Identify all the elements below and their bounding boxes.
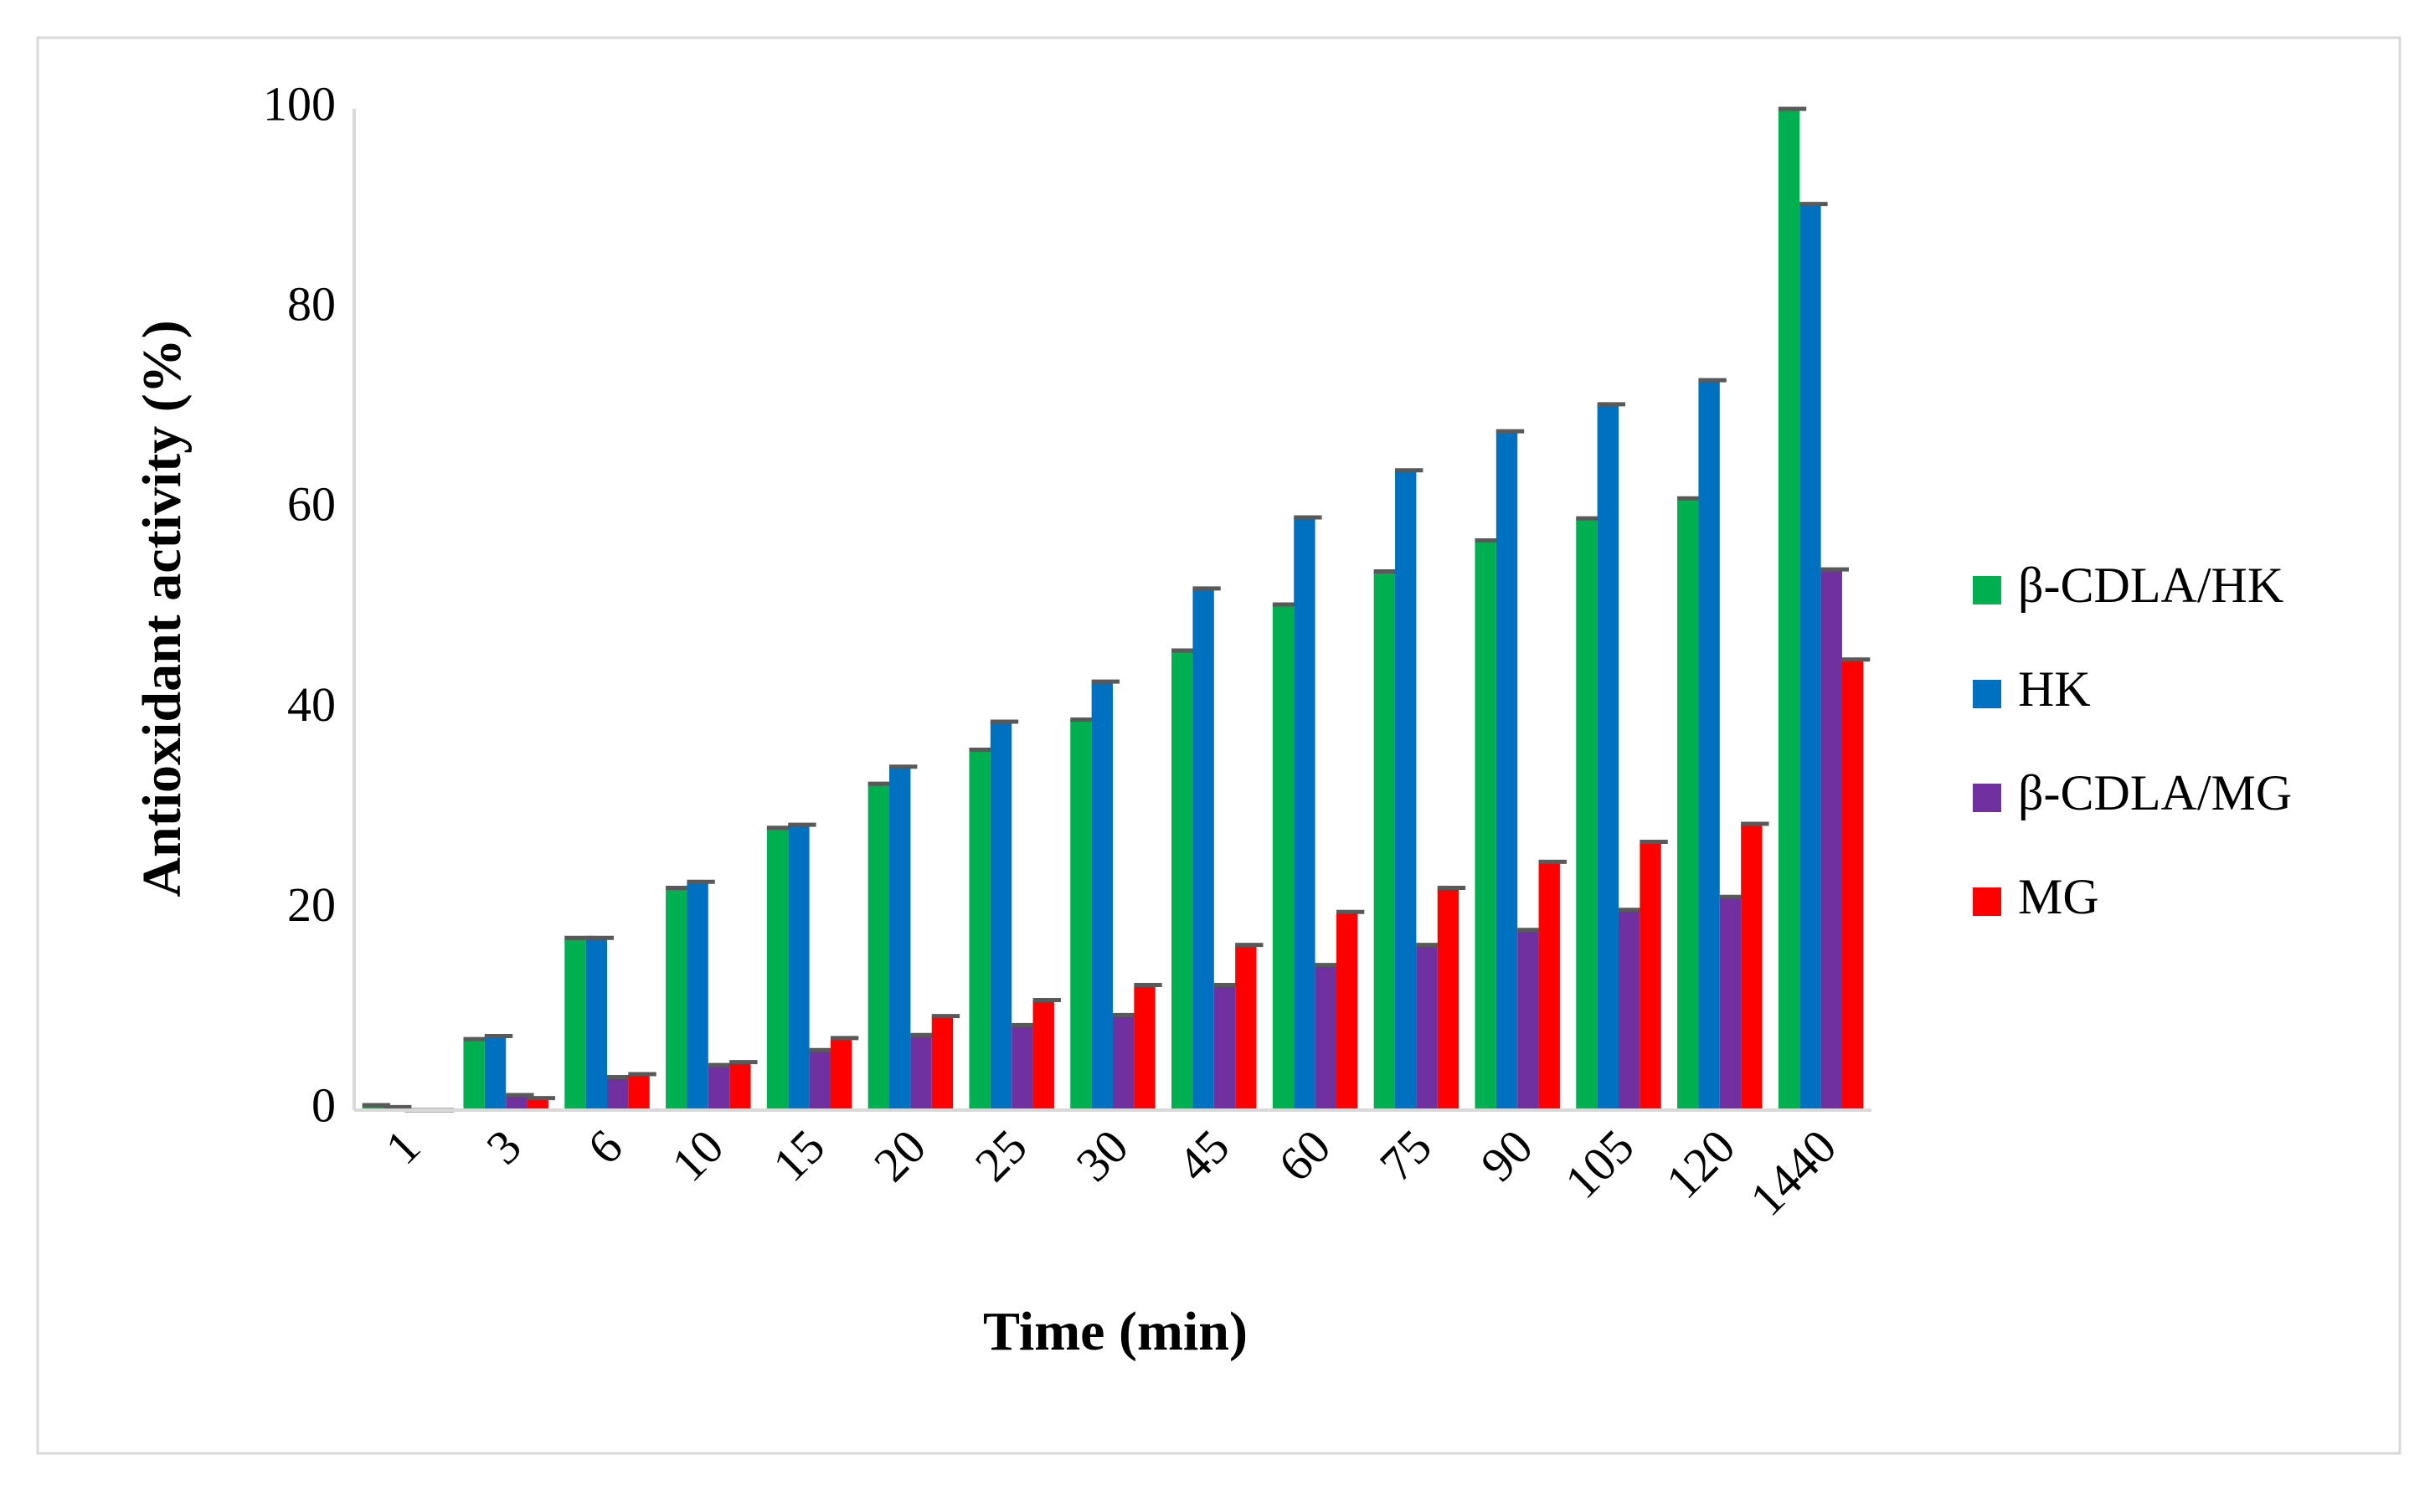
- legend-swatch: [1973, 576, 2001, 604]
- bar: [1799, 203, 1821, 1110]
- bar: [889, 766, 911, 1110]
- bar: [969, 749, 991, 1110]
- bar: [1640, 841, 1661, 1110]
- bar: [1091, 681, 1113, 1110]
- y-tick-label: 100: [263, 76, 336, 131]
- y-tick-label: 20: [287, 877, 336, 932]
- y-tick-label: 40: [287, 677, 336, 732]
- bar: [666, 887, 687, 1110]
- bar: [931, 1016, 954, 1110]
- y-axis-title: Antioxidant activity (%): [131, 320, 193, 897]
- bar: [1517, 929, 1539, 1110]
- y-tick-label: 60: [287, 477, 336, 532]
- legend-swatch: [1973, 887, 2001, 916]
- bar: [1677, 498, 1699, 1110]
- bar: [1315, 964, 1336, 1110]
- bar: [1495, 431, 1518, 1110]
- bar: [1192, 588, 1214, 1110]
- bar: [1576, 518, 1598, 1110]
- bar: [910, 1035, 932, 1110]
- bar: [1741, 823, 1763, 1110]
- legend-label: β-CDLA/MG: [2018, 765, 2292, 820]
- bar: [1395, 470, 1417, 1110]
- y-tick-label: 0: [311, 1077, 336, 1132]
- bar: [463, 1039, 485, 1110]
- bar: [1070, 719, 1092, 1110]
- bar: [1272, 604, 1295, 1110]
- bar: [687, 882, 708, 1110]
- bar: [362, 1105, 384, 1110]
- legend-label: MG: [2018, 869, 2099, 924]
- bar: [1171, 651, 1193, 1110]
- bar: [1213, 985, 1236, 1110]
- bar: [1134, 985, 1156, 1110]
- bar: [1778, 109, 1800, 1110]
- y-tick-label: 80: [287, 277, 336, 332]
- bar: [1294, 517, 1315, 1110]
- bar: [1113, 1015, 1135, 1110]
- bar: [788, 825, 810, 1110]
- bar: [1719, 897, 1742, 1110]
- bar: [1820, 569, 1842, 1110]
- legend-label: β-CDLA/HK: [2018, 558, 2283, 613]
- bar: [729, 1062, 751, 1110]
- bar: [1235, 944, 1257, 1110]
- bar: [809, 1050, 831, 1110]
- x-axis-title: Time (min): [983, 1301, 1248, 1362]
- bar: [564, 938, 586, 1110]
- bar: [1619, 909, 1640, 1110]
- bar: [1475, 540, 1496, 1110]
- bar: [1538, 861, 1560, 1110]
- bar: [1597, 404, 1619, 1110]
- bar: [1841, 659, 1864, 1110]
- bar: [867, 784, 890, 1110]
- bar: [990, 721, 1012, 1110]
- bar: [1698, 380, 1720, 1111]
- bar: [1416, 944, 1438, 1110]
- bar: [1012, 1025, 1033, 1110]
- legend-swatch: [1973, 680, 2001, 708]
- bar: [585, 938, 607, 1110]
- bar: [628, 1073, 650, 1110]
- bar: [1032, 1000, 1054, 1110]
- legend-label: HK: [2018, 661, 2091, 717]
- bar: [527, 1098, 548, 1110]
- bar: [1336, 912, 1358, 1110]
- bar: [766, 827, 789, 1110]
- bar: [1373, 571, 1396, 1110]
- legend-swatch: [1973, 784, 2001, 812]
- bar: [607, 1077, 629, 1110]
- chart-frame: [36, 36, 2402, 1455]
- bar: [708, 1065, 730, 1110]
- bar: [484, 1036, 507, 1110]
- bar: [830, 1037, 852, 1110]
- bar: [1437, 887, 1459, 1110]
- bar: [506, 1095, 528, 1110]
